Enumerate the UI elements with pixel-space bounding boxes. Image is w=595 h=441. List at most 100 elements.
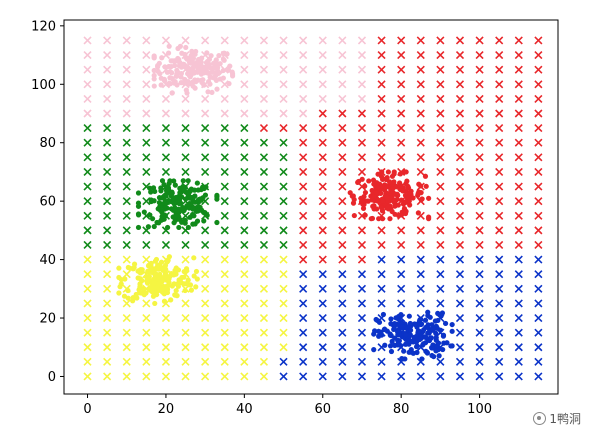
- region-marker: [279, 328, 288, 337]
- region-marker: [475, 313, 484, 323]
- region-marker: [357, 50, 367, 60]
- region-marker: [103, 255, 112, 264]
- region-marker: [122, 109, 131, 118]
- y-tick-label: 120: [31, 19, 56, 34]
- region-marker: [299, 226, 308, 235]
- region-marker: [416, 270, 425, 279]
- region-marker: [495, 36, 504, 45]
- region-marker: [103, 211, 112, 220]
- x-axis-ticks: 0 20 40 60 80 100: [83, 394, 492, 417]
- region-marker: [103, 182, 112, 191]
- region-marker: [259, 284, 269, 293]
- data-point: [376, 319, 383, 325]
- region-marker: [318, 65, 327, 74]
- data-point: [220, 67, 226, 74]
- region-marker: [103, 284, 112, 293]
- region-marker: [161, 94, 171, 103]
- region-marker: [103, 94, 112, 103]
- region-marker: [122, 343, 131, 352]
- region-marker: [514, 153, 523, 162]
- data-point: [382, 342, 388, 348]
- data-point: [379, 205, 385, 211]
- data-point: [173, 271, 179, 277]
- region-marker: [436, 255, 445, 264]
- region-marker: [201, 372, 210, 381]
- data-point: [180, 178, 186, 184]
- region-marker: [279, 36, 288, 45]
- region-marker: [357, 167, 367, 177]
- region-marker: [103, 138, 112, 147]
- region-marker: [83, 94, 92, 103]
- region-marker: [181, 255, 190, 264]
- data-point: [151, 67, 157, 74]
- region-marker: [83, 80, 92, 89]
- data-point: [388, 348, 395, 355]
- data-point: [421, 327, 427, 333]
- region-marker: [259, 182, 269, 191]
- data-point: [183, 196, 189, 202]
- region-marker: [495, 80, 504, 89]
- region-marker: [534, 94, 543, 103]
- region-marker: [259, 313, 269, 323]
- region-marker: [299, 65, 308, 74]
- region-marker: [259, 65, 269, 74]
- data-point: [433, 335, 439, 341]
- region-marker: [122, 226, 131, 235]
- region-marker: [83, 372, 92, 381]
- region-marker: [279, 357, 288, 366]
- region-marker: [318, 313, 327, 323]
- data-point: [433, 348, 439, 354]
- region-marker: [318, 182, 327, 191]
- region-marker: [201, 328, 210, 337]
- region-marker: [416, 138, 425, 147]
- region-marker: [436, 197, 445, 206]
- data-point: [130, 266, 136, 272]
- region-marker: [455, 138, 465, 147]
- data-point: [151, 290, 157, 297]
- region-marker: [161, 328, 171, 337]
- data-point: [155, 68, 161, 74]
- region-marker: [318, 357, 327, 366]
- data-point: [170, 58, 176, 64]
- data-point: [370, 203, 376, 209]
- region-marker: [259, 226, 269, 235]
- region-marker: [514, 197, 523, 206]
- region-marker: [377, 109, 386, 118]
- region-marker: [279, 255, 288, 264]
- region-marker: [142, 255, 151, 264]
- region-marker: [122, 211, 131, 220]
- data-point: [186, 81, 192, 87]
- region-marker: [397, 94, 406, 103]
- data-point: [158, 82, 164, 88]
- region-marker: [534, 328, 543, 337]
- data-point: [176, 224, 182, 231]
- data-point: [135, 268, 141, 274]
- data-point: [362, 189, 369, 196]
- data-point: [379, 176, 386, 182]
- data-point: [415, 210, 421, 216]
- region-marker: [475, 270, 484, 279]
- region-marker: [279, 138, 288, 147]
- data-point: [185, 224, 192, 231]
- region-marker: [495, 124, 504, 133]
- data-point: [152, 188, 158, 195]
- region-marker: [240, 65, 249, 74]
- data-point: [116, 274, 122, 281]
- data-point: [162, 64, 168, 70]
- data-point: [379, 216, 386, 222]
- data-point: [395, 342, 401, 348]
- region-marker: [514, 343, 523, 352]
- region-marker: [122, 182, 131, 191]
- data-point: [169, 90, 175, 96]
- region-marker: [103, 240, 112, 250]
- region-marker: [475, 299, 484, 308]
- region-marker: [103, 80, 112, 89]
- data-point: [191, 255, 197, 261]
- region-marker: [338, 211, 347, 220]
- region-marker: [259, 299, 269, 308]
- region-marker: [534, 167, 543, 177]
- region-marker: [279, 299, 288, 308]
- data-point: [449, 328, 455, 334]
- region-marker: [161, 138, 171, 147]
- region-marker: [534, 343, 543, 352]
